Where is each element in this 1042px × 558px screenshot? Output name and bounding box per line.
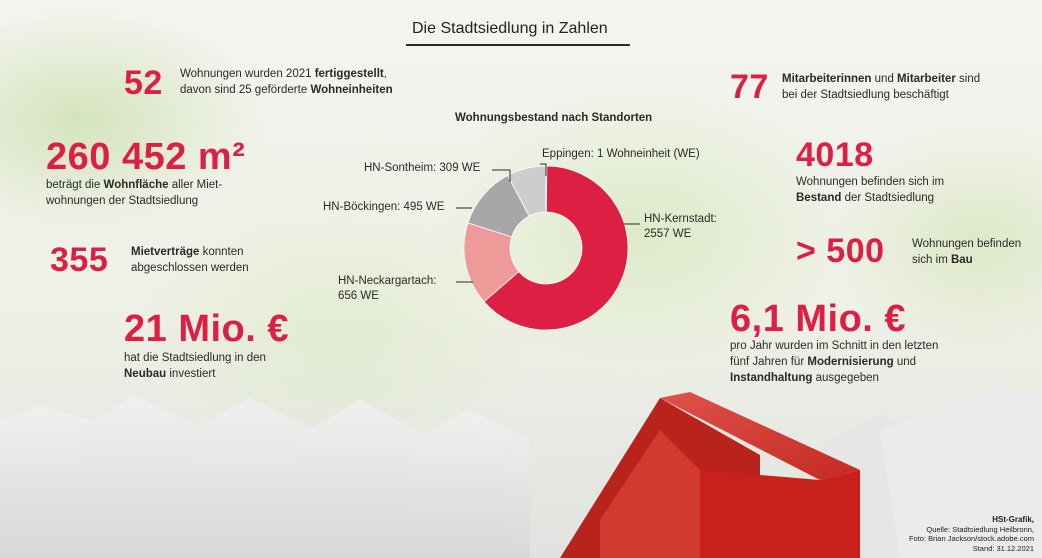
stat-text-employees: Mitarbeiterinnen und Mitarbeiter sind be… (782, 73, 981, 101)
stat-text-under-construction: Wohnungen befinden sich im Bau (912, 238, 1022, 266)
leader-line-eppingen (540, 163, 547, 176)
stat-value-leases: 355 (50, 241, 109, 279)
stat-value-new-flats: 52 (124, 64, 163, 102)
stat-value-modernisation: 6,1 Mio. € (730, 298, 907, 340)
stat-text-leases: Mietverträge konnten abgeschlossen werde… (131, 246, 249, 274)
stat-text-living-area: beträgt die Wohnfläche aller Miet- wohnu… (46, 179, 223, 207)
stat-text-new-build-invest: hat die Stadtsiedlung in den Neubau inve… (124, 352, 266, 380)
donut-slice-hn-kernstadt (483, 165, 629, 331)
stat-text-new-flats: Wohnungen wurden 2021 fertiggestellt, da… (180, 68, 393, 96)
stat-value-under-construction: > 500 (796, 232, 885, 270)
source-credits: HSt-Grafik, Quelle: Stadtsiedlung Heilbr… (908, 515, 1034, 553)
stat-text-modernisation: pro Jahr wurden im Schnitt in den letzte… (730, 340, 939, 384)
title-underline (406, 44, 630, 46)
label-sontheim: HN-Sontheim: 309 WE (364, 162, 481, 174)
page-title: Die Stadtsiedlung in Zahlen (412, 20, 608, 37)
stat-value-living-area: 260 452 m² (46, 136, 246, 178)
stat-value-new-build-invest: 21 Mio. € (124, 308, 289, 350)
label-eppingen: Eppingen: 1 Wohneinheit (WE) (542, 148, 700, 160)
stat-value-stock: 4018 (796, 136, 874, 174)
stat-value-employees: 77 (730, 68, 769, 106)
label-boeckingen: HN-Böckingen: 495 WE (323, 201, 445, 213)
label-kernstadt: HN-Kernstadt: 2557 WE (644, 213, 717, 240)
stat-text-stock: Wohnungen befinden sich im Bestand der S… (796, 176, 945, 204)
chart-title: Wohnungsbestand nach Standorten (455, 112, 653, 124)
label-neckargartach: HN-Neckargartach: 656 WE (338, 275, 437, 302)
leader-line-sontheim (492, 169, 511, 182)
